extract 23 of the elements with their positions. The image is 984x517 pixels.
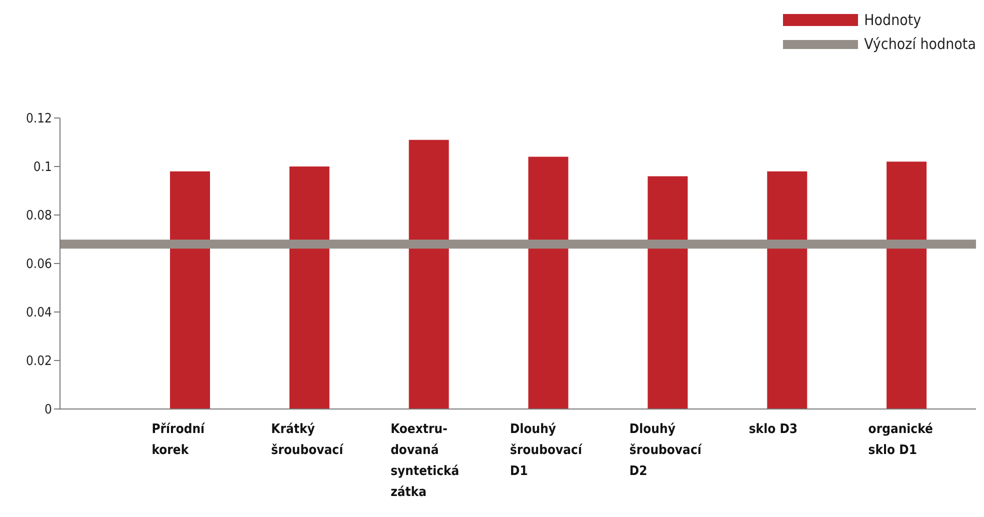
bar (528, 156, 568, 409)
y-tick-label: 0.12 (26, 112, 52, 127)
bar (648, 176, 688, 409)
y-tick-label: 0 (44, 402, 52, 418)
y-tick-label: 0.02 (26, 354, 52, 370)
x-tick-label: Přírodní korek (152, 422, 206, 458)
bar (170, 171, 210, 409)
bar (289, 166, 330, 409)
x-tick-label: Dlouhý šroubovací D1 (510, 422, 583, 479)
bar (886, 162, 927, 409)
bar (408, 140, 449, 409)
y-tick-label: 0.06 (26, 257, 52, 272)
x-tick-label: Dlouhý šroubovací D2 (629, 422, 702, 479)
legend-label: Výchozí hodnota (864, 35, 976, 53)
y-tick-label: 0.08 (26, 208, 52, 224)
y-tick-label: 0.04 (26, 306, 52, 321)
x-tick-label: Krátký šroubovací (271, 422, 344, 458)
y-tick-label: 0.1 (33, 160, 52, 176)
bar (767, 171, 808, 409)
legend-label: Hodnoty (864, 11, 922, 29)
x-tick-label: organické sklo D1 (868, 422, 934, 458)
x-tick-label: sklo D3 (748, 422, 798, 437)
x-tick-label: Koextru- dovaná syntetická zátka (390, 422, 460, 500)
